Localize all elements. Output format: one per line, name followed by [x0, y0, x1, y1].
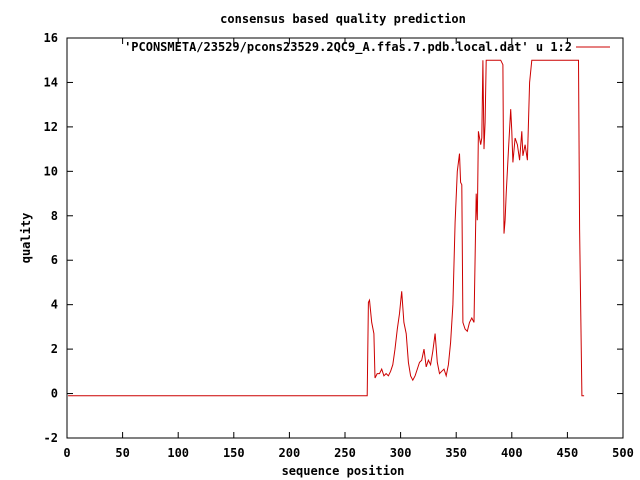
y-tick-label: 16 [44, 31, 58, 45]
x-tick-label: 300 [390, 446, 412, 460]
y-tick-label: 4 [51, 298, 58, 312]
x-tick-label: 400 [501, 446, 523, 460]
x-axis-label: sequence position [282, 464, 405, 478]
y-tick-label: 10 [44, 164, 58, 178]
y-tick-label: 6 [51, 253, 58, 267]
y-axis: -2 0 2 4 6 8 10 12 14 16 [44, 31, 623, 445]
x-tick-label: 150 [223, 446, 245, 460]
legend: 'PCONSMETA/23529/pcons23529.2QC9_A.ffas.… [124, 40, 610, 55]
x-tick-label: 0 [63, 446, 70, 460]
plot-area [68, 59, 585, 397]
y-tick-label: 12 [44, 120, 58, 134]
legend-label: 'PCONSMETA/23529/pcons23529.2QC9_A.ffas.… [124, 40, 572, 55]
x-tick-label: 50 [115, 446, 129, 460]
x-tick-label: 350 [445, 446, 467, 460]
x-tick-label: 500 [612, 446, 634, 460]
x-tick-label: 200 [279, 446, 301, 460]
x-tick-label: 250 [334, 446, 356, 460]
series-line [68, 59, 585, 397]
y-tick-label: 0 [51, 387, 58, 401]
y-tick-label: 8 [51, 209, 58, 223]
x-axis: 0 50 100 150 200 250 300 350 400 450 500 [63, 38, 634, 460]
y-axis-label: quality [19, 213, 33, 264]
x-tick-label: 450 [557, 446, 579, 460]
x-tick-label: 100 [167, 446, 189, 460]
plot-frame [66, 37, 624, 439]
y-tick-label: 2 [51, 342, 58, 356]
chart-title: consensus based quality prediction [220, 12, 466, 26]
y-tick-label: -2 [44, 431, 58, 445]
y-tick-label: 14 [44, 75, 58, 89]
